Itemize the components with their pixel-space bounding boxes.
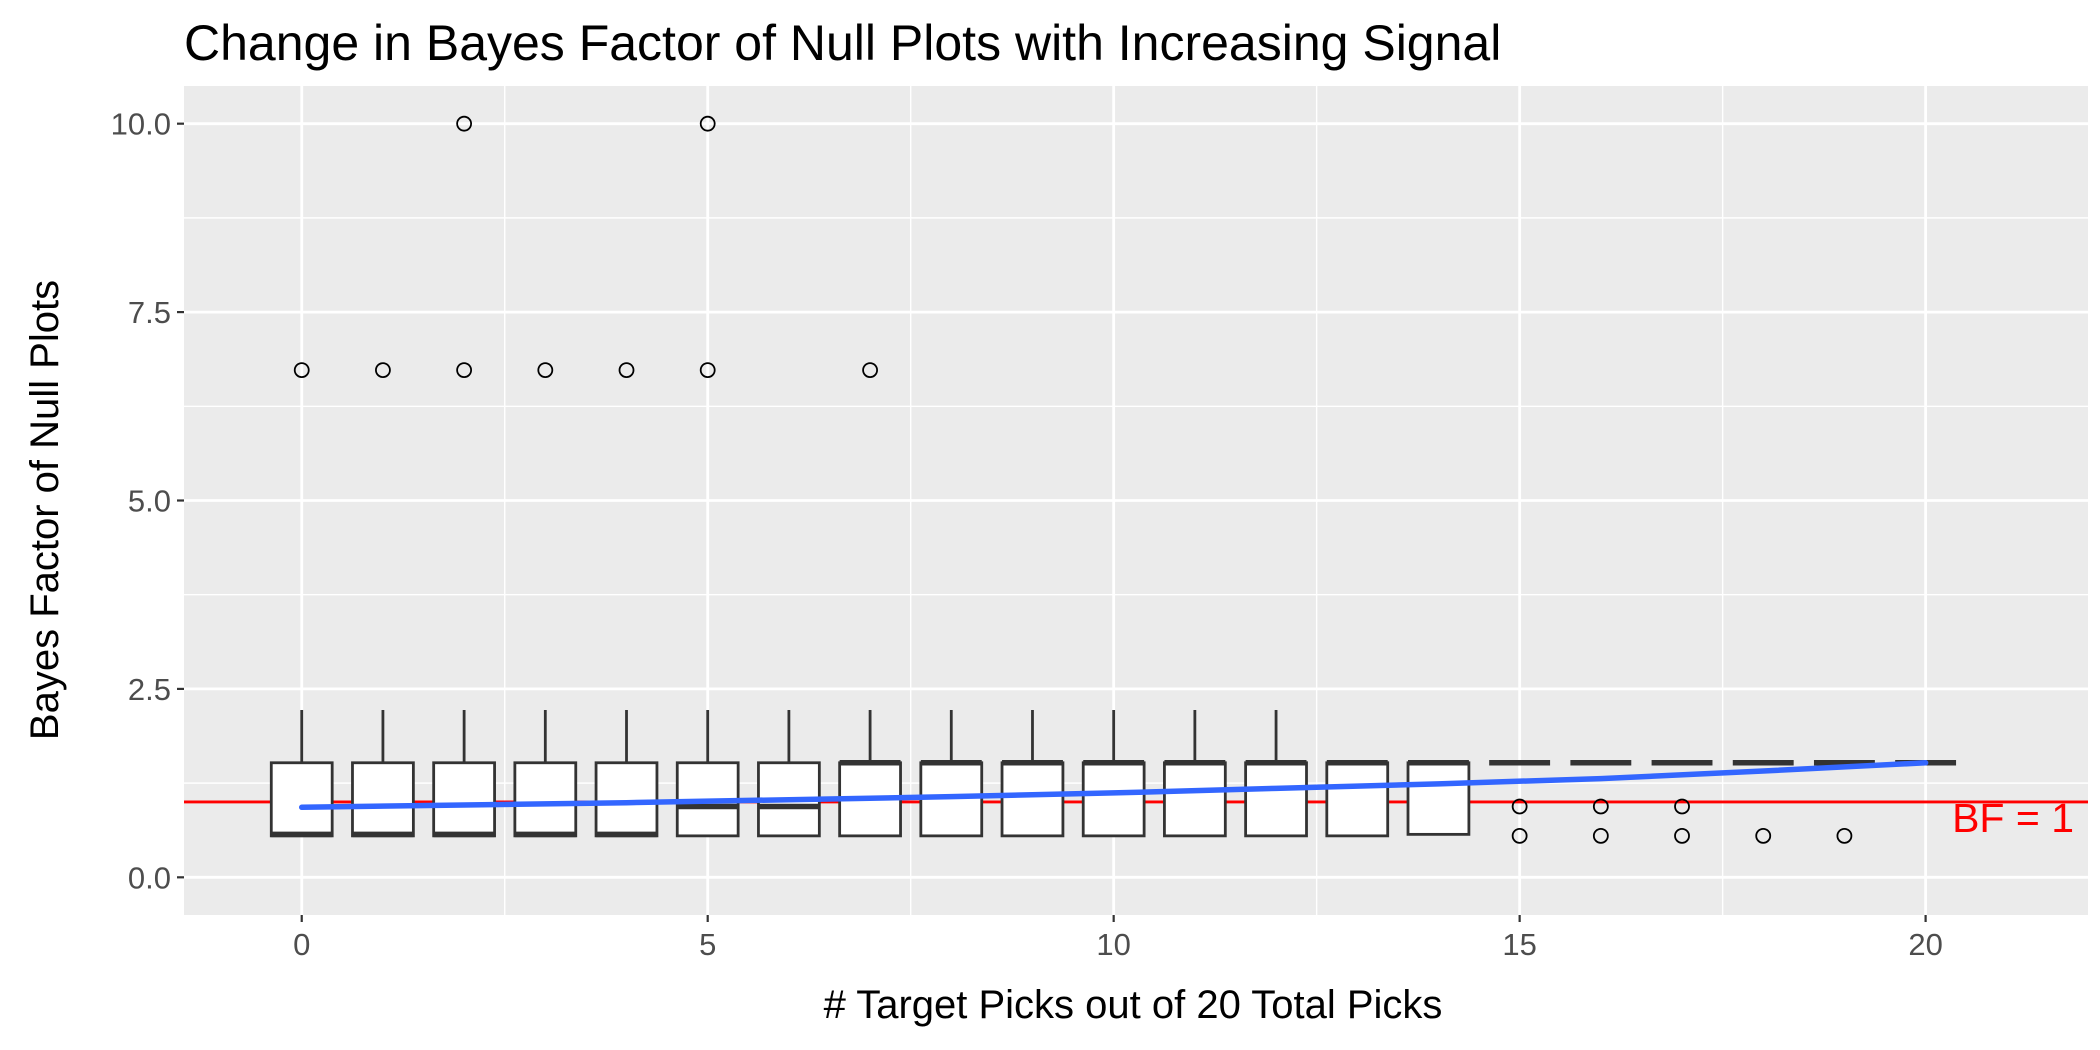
box-body (1000, 761, 1065, 838)
outlier-point (375, 362, 391, 379)
y-tick-label: 2.5 (128, 672, 171, 707)
box-x-0 (269, 710, 334, 838)
box-x-4 (594, 710, 659, 838)
box-body (432, 761, 496, 838)
outlier-point (699, 362, 716, 379)
outlier-point (1836, 827, 1853, 844)
outlier-point (862, 362, 878, 379)
y-tick-label: 0.0 (128, 860, 171, 895)
box-body (594, 761, 659, 838)
y-axis-label: Bayes Factor of Null Plots (23, 280, 67, 740)
y-tick-label: 5.0 (128, 484, 171, 519)
outlier-point (537, 362, 554, 379)
x-axis-label: # Target Picks out of 20 Total Picks (824, 983, 1443, 1027)
box-body (1406, 761, 1471, 836)
box-body (1244, 761, 1308, 838)
outlier-point (1511, 827, 1528, 844)
x-tick-label: 0 (293, 927, 310, 962)
y-tick-label: 7.5 (128, 295, 171, 330)
box-x-12 (1244, 710, 1308, 838)
y-tick-label: 10.0 (111, 107, 171, 142)
box-x-1 (351, 710, 415, 838)
box-x-9 (1000, 710, 1065, 838)
box-x-14 (1406, 760, 1471, 836)
outlier-point (699, 115, 716, 132)
outlier-point (456, 115, 473, 132)
chart-title: Change in Bayes Factor of Null Plots wit… (184, 15, 1501, 71)
x-tick-label: 20 (1908, 927, 1942, 962)
box-body (1163, 761, 1227, 838)
box-x-10 (1081, 710, 1146, 838)
box-body (269, 761, 334, 838)
trend-line (298, 760, 1929, 810)
reference-label-group: BF = 1 (1952, 795, 2074, 841)
x-tick-label: 10 (1096, 927, 1130, 962)
outlier-point (1755, 827, 1772, 844)
outlier-point (1674, 798, 1690, 815)
box-body (513, 761, 578, 838)
box-x-3 (513, 710, 578, 838)
x-axis-ticks: 0 5 10 15 20 (293, 915, 1943, 962)
boxes (269, 710, 1957, 838)
outlier-point (1511, 798, 1528, 815)
outlier-point (456, 362, 473, 379)
outlier-point (1592, 827, 1609, 844)
box-body (1081, 761, 1146, 838)
box-body (351, 761, 415, 838)
box-x-13 (1325, 760, 1390, 838)
outlier-point (618, 362, 635, 379)
outlier-points (293, 115, 1853, 844)
box-x-11 (1163, 710, 1227, 838)
box-body (1325, 761, 1390, 838)
trend-line-group (298, 760, 1929, 810)
outlier-point (1592, 798, 1609, 815)
box-x-2 (432, 710, 496, 838)
x-tick-label: 5 (699, 927, 716, 962)
outlier-point (1674, 827, 1690, 844)
y-axis-ticks: 0.0 2.5 5.0 7.5 10.0 (111, 107, 184, 895)
reference-line-label: BF = 1 (1952, 795, 2074, 841)
x-tick-label: 15 (1502, 927, 1536, 962)
outlier-point (293, 362, 310, 379)
